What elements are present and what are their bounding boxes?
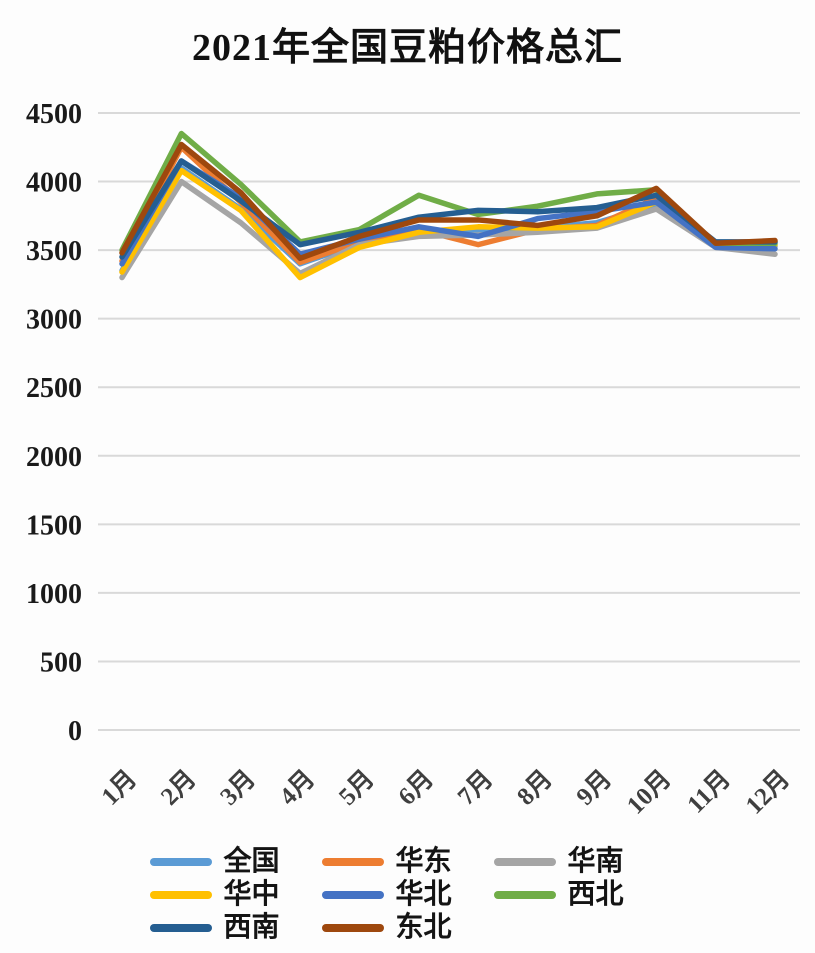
legend-label: 全国 — [223, 846, 280, 877]
series-line-2 — [119, 178, 778, 281]
legend-line-swatch — [149, 924, 212, 932]
legend-line-swatch — [321, 924, 384, 932]
y-tick-label: 2000 — [26, 442, 82, 473]
y-tick-label: 500 — [40, 647, 82, 678]
legend-line-swatch — [149, 858, 212, 866]
x-tick-label: 7月 — [453, 765, 499, 811]
chart-title: 2021年全国豆粕价格总汇 — [191, 27, 623, 69]
legend-item-5: 西北 — [493, 879, 666, 910]
legend-label: 华东 — [395, 846, 452, 877]
legend-item-3: 华中 — [149, 879, 322, 910]
price-line-chart: 0 500 1000 1500 2000 2500 3000 3500 4000 4500 1月 2月… — [26, 99, 800, 820]
legend-item-7: 东北 — [321, 912, 494, 943]
legend-label: 西北 — [567, 879, 624, 910]
legend-line-swatch — [321, 858, 384, 866]
legend-item-2: 华南 — [493, 846, 666, 877]
x-tick-label: 2月 — [156, 765, 202, 811]
x-tick-label: 4月 — [275, 765, 321, 811]
x-tick-label: 12月 — [741, 765, 795, 819]
y-tick-label: 1500 — [26, 510, 82, 541]
legend-label: 西南 — [223, 912, 280, 943]
legend-label: 华中 — [223, 879, 280, 910]
series-line-7 — [119, 141, 778, 262]
y-tick-label: 3000 — [26, 305, 82, 336]
chart-legend: 全国 华东 华南 华中 华北 西北 西南 东北 — [0, 848, 815, 942]
legend-item-6: 西南 — [149, 912, 322, 943]
legend-item-1: 华东 — [321, 846, 494, 877]
legend-line-swatch — [493, 891, 556, 899]
x-tick-label: 5月 — [334, 765, 380, 811]
x-tick-label: 1月 — [97, 765, 143, 811]
legend-line-swatch — [493, 858, 556, 866]
series-line-6 — [119, 158, 778, 260]
y-tick-label: 4000 — [26, 168, 82, 199]
x-tick-label: 11月 — [682, 765, 735, 818]
legend-label: 华南 — [567, 846, 624, 877]
y-tick-label: 0 — [68, 716, 82, 747]
y-tick-label: 2500 — [26, 373, 82, 404]
x-tick-label: 6月 — [393, 765, 439, 811]
y-tick-label: 3500 — [26, 236, 82, 267]
x-tick-label: 9月 — [572, 765, 618, 811]
legend-label: 东北 — [395, 912, 452, 943]
legend-line-swatch — [321, 891, 384, 899]
x-tick-label: 10月 — [622, 765, 676, 819]
legend-line-swatch — [149, 891, 212, 899]
x-tick-label: 8月 — [512, 765, 558, 811]
y-tick-label: 4500 — [26, 99, 82, 130]
legend-grid: 全国 华东 华南 华中 华北 西北 西南 东北 — [149, 846, 666, 943]
x-tick-label: 3月 — [215, 765, 261, 811]
legend-item-0: 全国 — [149, 846, 322, 877]
legend-item-4: 华北 — [321, 879, 494, 910]
y-tick-label: 1000 — [26, 579, 82, 610]
legend-label: 华北 — [395, 879, 452, 910]
